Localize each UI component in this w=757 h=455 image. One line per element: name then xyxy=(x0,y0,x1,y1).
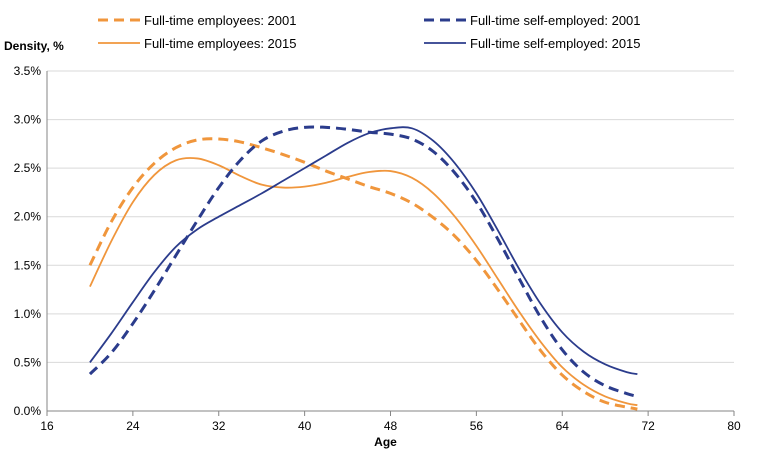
x-tick-label: 16 xyxy=(40,419,54,433)
series-line-full-time-employees-2001 xyxy=(88,137,638,411)
gridlines xyxy=(47,70,734,412)
y-tick-label: 2.0% xyxy=(14,210,42,224)
legend-label-employees-2001: Full-time employees: 2001 xyxy=(144,13,296,28)
x-tick-label: 32 xyxy=(212,419,226,433)
y-tick-label: 0.0% xyxy=(14,404,42,418)
y-tick-label: 1.0% xyxy=(14,307,42,321)
x-tick-label: 48 xyxy=(384,419,398,433)
series-lines xyxy=(88,125,638,411)
x-tick-label: 72 xyxy=(641,419,655,433)
y-tick-label: 1.5% xyxy=(14,258,42,272)
x-tick-label: 24 xyxy=(126,419,140,433)
y-tick-label: 0.5% xyxy=(14,355,42,369)
axes xyxy=(46,71,735,416)
x-tick-label: 64 xyxy=(556,419,570,433)
x-tick-label: 56 xyxy=(470,419,484,433)
legend-label-self-employed-2015: Full-time self-employed: 2015 xyxy=(470,36,641,51)
x-axis-title: Age xyxy=(374,435,397,449)
y-axis-title: Density, % xyxy=(4,39,64,53)
y-tick-label: 3.0% xyxy=(14,113,42,127)
y-tick-label: 3.5% xyxy=(14,64,42,78)
x-tick-label: 40 xyxy=(298,419,312,433)
legend-label-employees-2015: Full-time employees: 2015 xyxy=(144,36,296,51)
series-line-full-time-employees-2015 xyxy=(89,157,638,407)
series-line-full-time-self-employed-2001 xyxy=(88,125,638,398)
x-tick-labels: 16 24 32 40 48 56 64 72 80 xyxy=(40,419,741,433)
x-tick-label: 80 xyxy=(727,419,741,433)
y-tick-labels: 0.0% 0.5% 1.0% 1.5% 2.0% 2.5% 3.0% 3.5% xyxy=(14,64,42,418)
y-tick-label: 2.5% xyxy=(14,161,42,175)
series-line-full-time-self-employed-2015 xyxy=(89,126,638,375)
legend: Full-time employees: 2001 Full-time empl… xyxy=(98,13,641,51)
legend-label-self-employed-2001: Full-time self-employed: 2001 xyxy=(470,13,641,28)
